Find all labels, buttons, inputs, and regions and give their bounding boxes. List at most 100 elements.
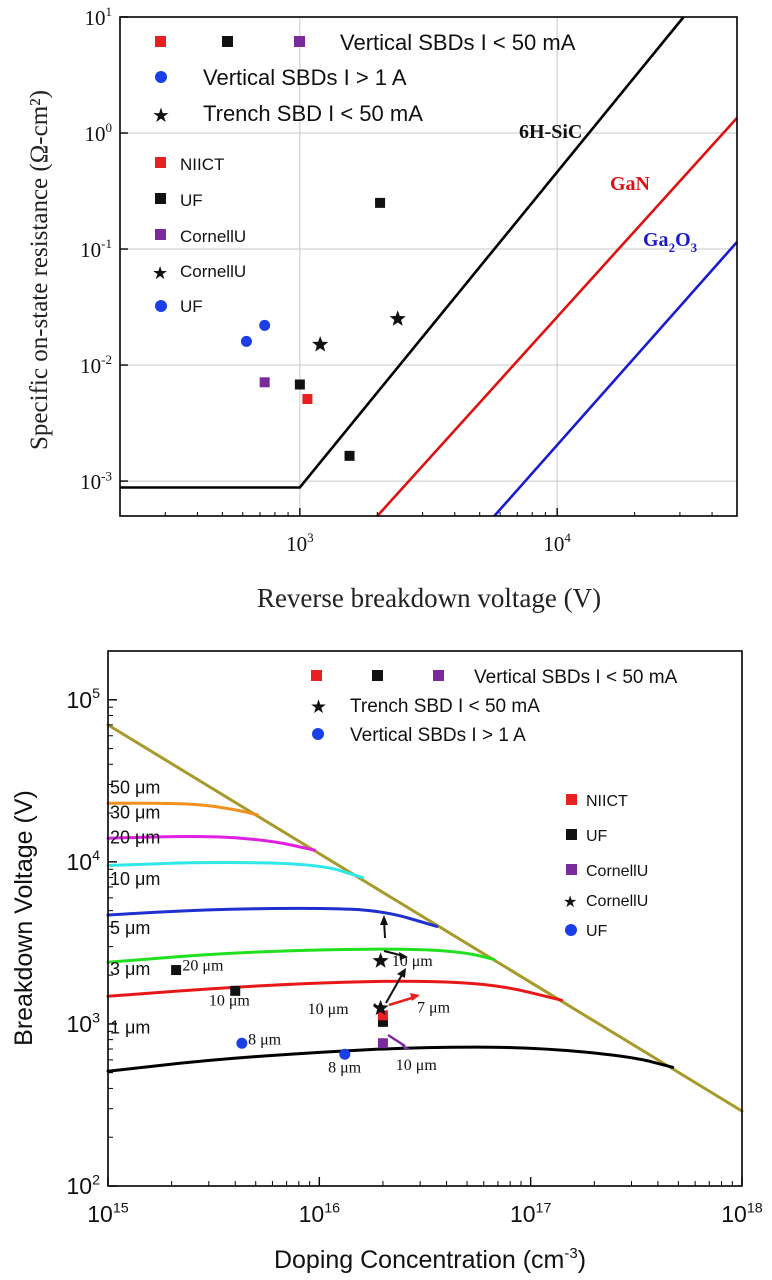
legend-label-trench-lt-50ma: Trench SBD I < 50 mA — [203, 101, 423, 126]
point-annotation: 8 μm — [248, 1032, 282, 1049]
b-point-uf-square — [230, 985, 241, 996]
point-annotation: 8 μm — [328, 1060, 362, 1077]
legend-src-cornell-star: CornellU — [180, 262, 246, 281]
b-legend-src-uf-circle: UF — [586, 923, 608, 940]
b-point-cornellu-star — [372, 999, 389, 1016]
top-y-tick-label: 101 — [84, 4, 112, 30]
b-legend-src-marker-cornell-star: ★ — [563, 894, 577, 911]
legend-src-marker-uf-circle — [155, 300, 167, 312]
bottom-y-axis-label: Breakdown Voltage (V) — [10, 790, 38, 1046]
b-point-uf-square — [377, 1016, 388, 1027]
top-y-tick-label: 10-2 — [80, 352, 112, 378]
top-x-tick-label: 104 — [543, 530, 571, 556]
thickness-label: 1 μm — [110, 1018, 150, 1038]
legend-label-vertical-gt-1a: Vertical SBDs I > 1 A — [203, 65, 407, 90]
line-label-6h-sic: 6H-SiC — [519, 121, 582, 143]
point-annotation: 10 μm — [308, 1001, 350, 1018]
legend-src-marker-cornell-star: ★ — [152, 263, 168, 283]
top-data-points — [240, 197, 406, 461]
b-legend-marker-star: ★ — [310, 697, 327, 718]
b-legend-src-marker-niict — [566, 794, 577, 805]
point-uf-square — [344, 450, 355, 461]
thickness-label: 30 μm — [110, 803, 160, 823]
top-legend-sources: NIICT UF CornellU ★ CornellU UF — [152, 155, 246, 316]
point-uf-circle — [240, 335, 252, 347]
b-legend-src-cornell-sq: CornellU — [586, 863, 648, 880]
legend-label-vertical-lt-50ma: Vertical SBDs I < 50 mA — [340, 30, 576, 55]
legend-marker-blue-circle — [155, 71, 167, 83]
top-y-axis-label: Specific on-state resistance (Ω-cm²) — [26, 90, 53, 450]
bottom-y-tick-label: 103 — [66, 1010, 100, 1037]
curve-30-μm — [106, 835, 317, 852]
top-plot-frame — [119, 16, 738, 517]
legend-marker-red-square — [155, 36, 166, 47]
bottom-x-tick-label: 1017 — [510, 1200, 552, 1227]
limit-line-ga2o3 — [493, 241, 738, 517]
point-cornellu-square — [259, 377, 270, 388]
thickness-label: 5 μm — [110, 918, 150, 938]
point-uf-circle — [259, 319, 271, 331]
bottom-axis-ticks: 1015 1016 1017 1018 102 103 104 105 — [66, 686, 762, 1227]
bottom-data-points — [171, 952, 389, 1060]
curve-10-μm — [106, 906, 439, 928]
top-x-tick-label: 103 — [286, 530, 314, 556]
thickness-label: 50 μm — [110, 777, 160, 797]
b-legend-label-vertical-lt-50ma: Vertical SBDs I < 50 mA — [474, 667, 678, 688]
bottom-x-tick-label: 1015 — [87, 1200, 129, 1227]
legend-marker-purple-square — [294, 36, 305, 47]
bottom-annotations: 20 μm 10 μm 8 μm 8 μm 10 μm 10 μm 7 μm 10 μm — [182, 953, 450, 1077]
b-legend-label-trench: Trench SBD I < 50 mA — [350, 696, 540, 717]
top-y-tick-label: 10-3 — [80, 468, 112, 494]
b-legend-marker-black — [372, 670, 383, 681]
bottom-y-tick-label: 104 — [66, 848, 100, 875]
legend-src-marker-niict — [155, 157, 166, 168]
point-cornellu-star — [389, 310, 406, 326]
bottom-x-tick-label: 1016 — [299, 1200, 341, 1227]
thickness-label: 10 μm — [110, 869, 160, 889]
legend-src-marker-uf-square — [155, 193, 166, 204]
top-y-tick-label: 10-1 — [80, 236, 112, 262]
point-annotation: 20 μm — [182, 958, 224, 975]
legend-src-marker-cornell-square — [155, 229, 166, 240]
b-point-uf-circle — [339, 1048, 351, 1060]
b-point-cornellu-square — [377, 1038, 388, 1049]
curve-50-μm — [106, 801, 259, 817]
bottom-x-tick-label: 1018 — [721, 1200, 763, 1227]
bottom-curves — [106, 723, 744, 1113]
point-annotation: 7 μm — [417, 999, 451, 1016]
bottom-legend-categories: Vertical SBDs I < 50 mA ★ Trench SBD I <… — [310, 667, 678, 746]
legend-marker-star: ★ — [152, 105, 170, 127]
bottom-plot-frame — [107, 650, 743, 1187]
b-point-uf-square — [171, 965, 182, 976]
b-legend-marker-purple — [433, 670, 444, 681]
b-legend-src-marker-uf-circle — [565, 924, 577, 936]
top-limit-lines — [120, 16, 738, 517]
thickness-label: 20 μm — [110, 827, 160, 847]
limit-line-gan — [376, 117, 738, 517]
limit-line-6h-sic — [120, 16, 685, 489]
b-legend-label-vertical-gt-1a: Vertical SBDs I > 1 A — [350, 725, 526, 746]
curve-punch-through-limit — [106, 723, 744, 1113]
point-annotation: 10 μm — [396, 1057, 438, 1074]
b-legend-src-marker-cornell-sq — [566, 864, 577, 875]
point-cornellu-star — [312, 336, 329, 352]
bottom-y-tick-label: 105 — [66, 686, 100, 713]
line-label-ga2o3: Ga2O3 — [643, 229, 698, 255]
b-point-niict-square — [377, 1010, 388, 1021]
top-y-tick-label: 100 — [84, 120, 112, 146]
bottom-y-tick-label: 102 — [66, 1172, 100, 1199]
point-annotation: 10 μm — [209, 992, 251, 1009]
curve-5-μm — [106, 947, 496, 964]
point-niict-square — [302, 393, 313, 404]
curve-1-μm — [106, 1045, 675, 1073]
curve-20-μm — [106, 861, 364, 880]
line-label-gan: GaN — [610, 173, 651, 195]
top-axis-ticks: 103 104 10-3 10-2 10-1 100 101 — [80, 4, 713, 556]
top-chart: 103 104 10-3 10-2 10-1 100 101 6H-SiC GaN Ga2O… — [26, 4, 738, 613]
legend-src-uf-circle: UF — [180, 297, 203, 316]
b-legend-src-marker-uf-sq — [566, 829, 577, 840]
legend-marker-black-square — [222, 36, 233, 47]
curve-3-μm — [106, 979, 563, 1002]
